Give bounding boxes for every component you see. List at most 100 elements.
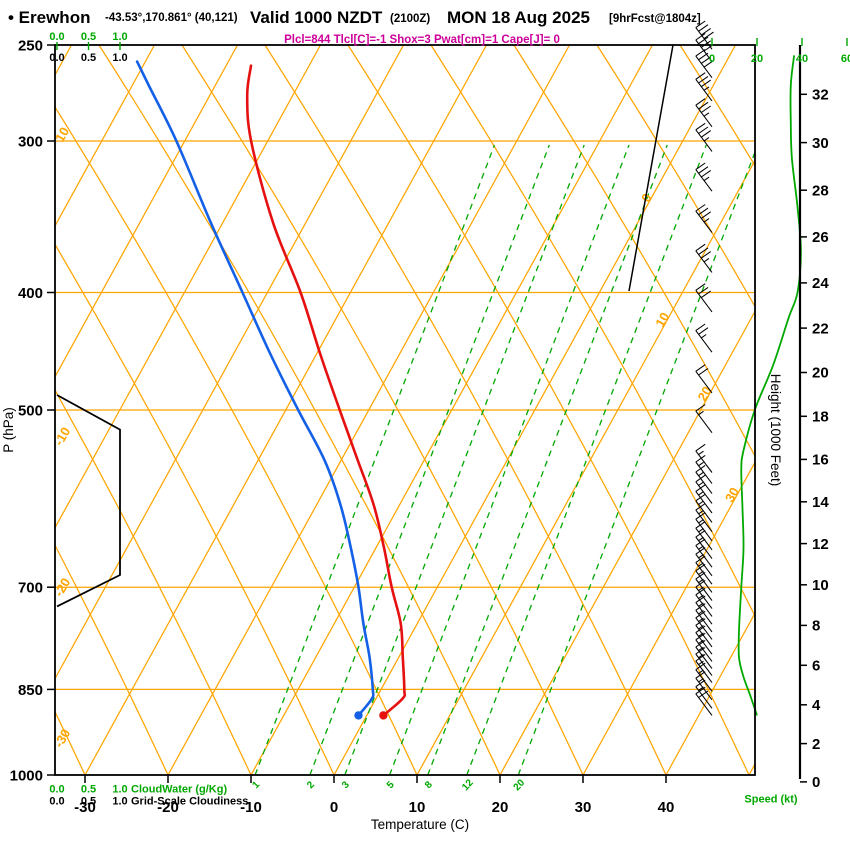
dry-adiabat-line [55, 243, 335, 775]
cloudwater-scale-bottom-label: 0.0 [49, 784, 64, 796]
height-tick-label: 14 [812, 494, 829, 511]
station-name: • Erewhon [8, 8, 90, 27]
cloudiness-profile-curve [56, 394, 121, 608]
height-tick-label: 0 [812, 774, 820, 791]
cloudwater-scale-bottom-label: 1.0 [112, 784, 127, 796]
height-tick-label: 8 [812, 618, 820, 635]
height-tick-label: 32 [812, 87, 829, 104]
mixing-ratio-label: 2 [305, 779, 317, 791]
mixing-ratio-line [388, 144, 630, 775]
cloudiness-scale-top-label: 0.0 [49, 52, 64, 64]
isotherm-label: 30 [722, 485, 742, 505]
mixing-ratio-line [254, 144, 496, 775]
pressure-tick-label: 1000 [10, 768, 43, 785]
temperature-axis: -30 -20 -10 0 10 20 30 40 [74, 775, 674, 816]
dry-adiabat-line [430, 45, 755, 618]
temperature-tick-label: 30 [575, 799, 592, 816]
mixing-ratio-label: 12 [460, 777, 476, 793]
height-tick-label: 20 [812, 365, 829, 382]
surface-dewpoint-dot [354, 711, 363, 720]
pressure-axis: 250 300 400 500 700 850 1000 [10, 38, 55, 785]
cloud-scale: 0.00.00.00.00.50.50.50.51.01.01.01.0 [49, 31, 127, 808]
valid-utc: (2100Z) [390, 13, 430, 25]
temperature-curve [245, 64, 407, 717]
mixing-ratio-line [466, 144, 707, 775]
height-tick-label: 22 [812, 320, 829, 337]
cloudiness-scale-bottom-label: 0.0 [49, 796, 64, 808]
valid-time: Valid 1000 NZDT [250, 8, 383, 27]
mixing-ratio-line [517, 150, 755, 775]
dry-adiabat-line [98, 45, 501, 775]
mixing-ratio-line [309, 144, 550, 775]
mixing-ratio-line [427, 144, 668, 775]
stability-indices: Plcl=844 Tlcl[C]=-1 Shox=3 Pwat[cm]=1 Ca… [284, 34, 560, 46]
cloudwater-scale-top-label: 0.5 [81, 31, 96, 43]
cloudwater-scale-top-label: 1.0 [112, 31, 127, 43]
dry-adiabat-line [347, 45, 750, 775]
temperature-axis-title: Temperature (C) [371, 817, 469, 832]
dry-adiabat-line [55, 388, 252, 775]
temperature-tick-label: 0 [330, 799, 338, 816]
wind-speed-curve [737, 55, 802, 716]
mixing-ratio-label: 8 [423, 779, 435, 791]
temperature-tick-label: 40 [658, 799, 675, 816]
cloudwater-scale-bottom-label: 0.5 [81, 784, 96, 796]
height-tick-label: 12 [812, 536, 829, 553]
dry-adiabat-line [55, 543, 169, 775]
height-tick-label: 2 [812, 736, 820, 753]
height-tick-label: 6 [812, 658, 820, 675]
skewt-gridlines [55, 45, 755, 775]
isotherm-line [55, 45, 239, 379]
height-tick-label: 4 [812, 697, 821, 714]
adiabat-label: 10 [52, 125, 72, 145]
height-tick-label: 30 [812, 135, 829, 152]
height-tick-label: 28 [812, 182, 829, 199]
dry-adiabat-line [55, 105, 418, 775]
speed-scale-label: 40 [796, 53, 808, 65]
forecast-info: [9hrFcst@1804z] [609, 13, 701, 25]
speed-scale-label: 20 [751, 53, 763, 65]
pressure-tick-label: 250 [18, 38, 43, 55]
mixing-ratio-label: 20 [512, 777, 528, 793]
valid-date: MON 18 Aug 2025 [447, 8, 590, 27]
surface-markers [354, 711, 388, 720]
surface-temperature-dot [379, 711, 388, 720]
mixing-ratio-label: 5 [385, 779, 397, 791]
pressure-tick-label: 850 [18, 682, 43, 699]
cloudwater-axis-label: CloudWater (g/Kg) [131, 784, 227, 796]
temperature-tick-label: -30 [74, 799, 96, 816]
temperature-tick-label: 10 [409, 799, 426, 816]
cloudiness-scale-top-label: 1.0 [112, 52, 127, 64]
upper-level-line [628, 44, 674, 292]
mixing-ratio-label: 1 [250, 779, 262, 791]
speed-scale-label: 0 [709, 53, 715, 65]
dewpoint-curve [135, 60, 375, 717]
height-tick-label: 16 [812, 452, 829, 469]
temperature-tick-label: -10 [240, 799, 262, 816]
height-tick-label: 18 [812, 409, 829, 426]
mixing-ratio-label: 3 [340, 779, 352, 791]
cloudiness-scale-bottom-label: 0.5 [81, 796, 96, 808]
wind-barbs [695, 20, 714, 716]
dry-adiabat-line [679, 45, 755, 167]
speed-scale-label: 60 [841, 53, 850, 65]
dry-adiabat-line [264, 45, 667, 775]
pressure-axis-title: P (hPa) [1, 407, 16, 453]
height-tick-label: 10 [812, 577, 829, 594]
cloudiness-scale-top-label: 0.5 [81, 52, 96, 64]
mixing-ratio-line [344, 144, 585, 775]
speed-scale: 0 20 40 60 [709, 38, 850, 65]
isotherm-label: 10 [652, 310, 672, 330]
speed-axis-label: Speed (kt) [744, 794, 798, 806]
temperature-tick-label: 20 [492, 799, 509, 816]
pressure-tick-label: 400 [18, 285, 43, 302]
temperature-tick-label: -20 [157, 799, 179, 816]
pressure-tick-label: 500 [18, 403, 43, 420]
pressure-tick-label: 300 [18, 134, 43, 151]
cloudiness-axis-label: Grid-Scale Cloudiness [131, 796, 248, 808]
